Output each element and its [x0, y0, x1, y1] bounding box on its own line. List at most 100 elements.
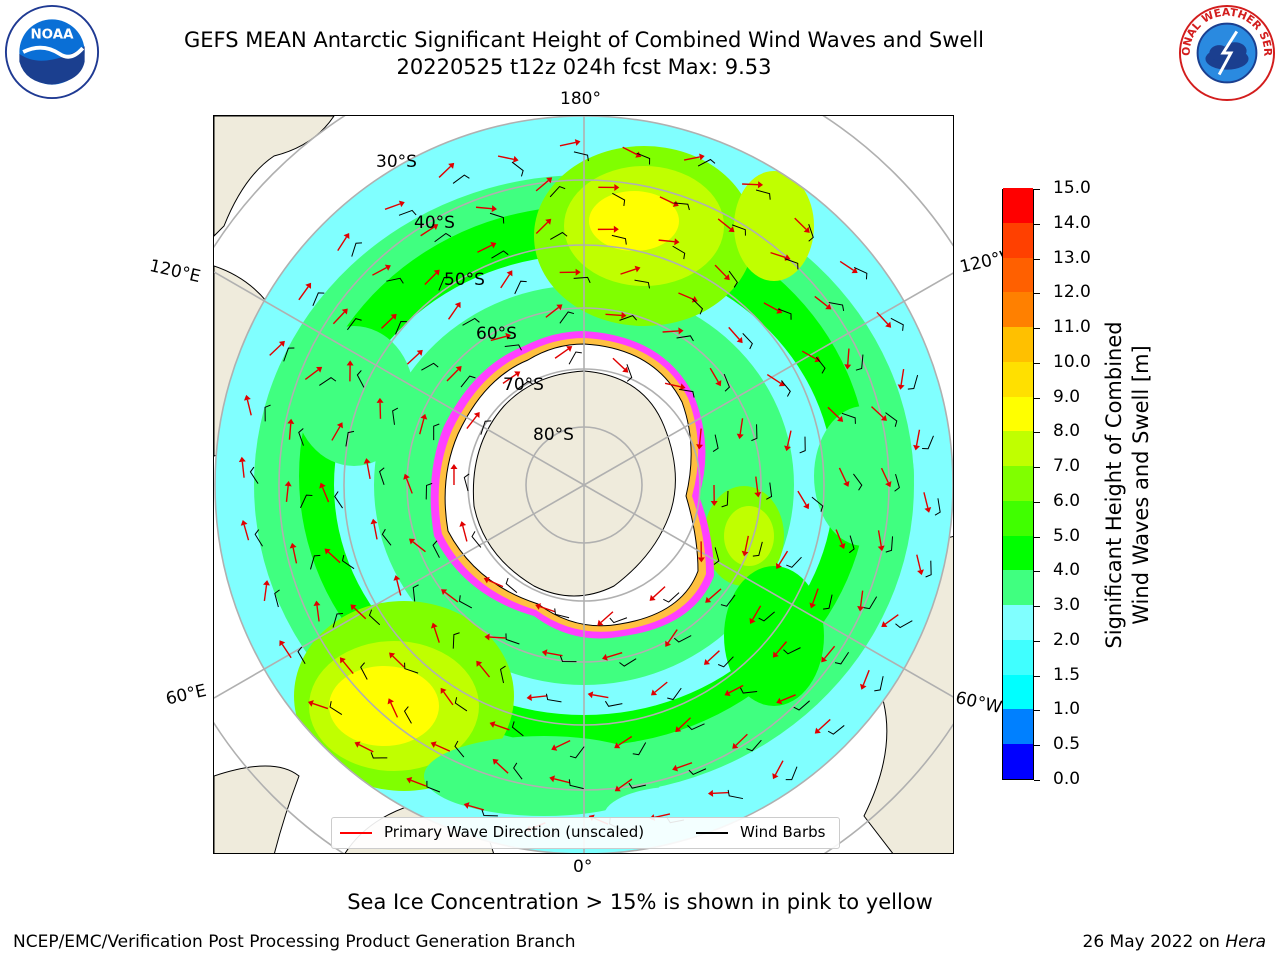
wave-arrowhead: [857, 606, 865, 612]
wave-arrowhead: [838, 543, 846, 550]
wind-barb: [841, 412, 856, 424]
wave-arrow: [735, 733, 748, 746]
wave-arrowhead: [679, 383, 686, 391]
wave-arrow: [466, 415, 478, 430]
wave-arrowhead: [844, 364, 852, 370]
wind-barb: [505, 633, 520, 645]
wave-arrowhead: [416, 349, 423, 356]
wave-arrow: [652, 586, 666, 598]
wave-arrowhead: [551, 744, 558, 751]
colorbar-segment: [1003, 257, 1033, 293]
wave-arrowhead: [350, 604, 357, 611]
wind-barb: [370, 752, 388, 759]
wind-barb: [412, 584, 419, 602]
wind-barb: [799, 436, 806, 454]
wind-barb: [673, 635, 692, 643]
land-africa: [214, 765, 300, 853]
wave-arrow: [546, 652, 563, 657]
wind-barb: [731, 224, 746, 236]
wave-arrowhead: [307, 700, 314, 707]
wave-arrow: [500, 274, 511, 289]
wave-arrow: [545, 306, 559, 318]
wind-barb: [766, 482, 773, 500]
footer-date: 26 May 2022 on Hera: [1083, 932, 1267, 952]
wind-barb: [780, 380, 791, 397]
wave-arrowhead: [316, 366, 323, 373]
wind-barb: [717, 656, 734, 668]
wave-arrowhead: [703, 658, 711, 665]
wave-arrow: [884, 614, 899, 625]
wind-barb: [678, 388, 695, 398]
wind-barb: [784, 258, 799, 270]
latitude-label-30s: 30°S: [376, 152, 417, 172]
wind-barb: [609, 617, 628, 624]
wave-arrowhead: [851, 267, 858, 274]
wave-arrow: [606, 652, 623, 658]
wind-barb: [673, 202, 690, 211]
wave-arrow: [823, 645, 836, 660]
colorbar-segment: [1003, 222, 1033, 258]
wave-arrow: [915, 429, 921, 446]
colorbar-segment: [1003, 639, 1033, 675]
wind-barb: [452, 174, 470, 184]
colorbar-tick-label: 9.0: [1053, 386, 1081, 407]
wave-arrow: [678, 292, 694, 300]
colorbar-tick: [1034, 467, 1040, 469]
wave-arrow: [531, 695, 548, 699]
wave-arrowhead: [837, 415, 844, 422]
wave-arrowhead: [512, 155, 519, 163]
colorbar-tick: [1034, 293, 1040, 295]
wave-arrowhead: [613, 225, 619, 233]
wave-arrow: [838, 467, 847, 483]
wave-arrowhead: [284, 480, 292, 487]
wave-arrow: [592, 694, 609, 699]
wave-arrow: [298, 286, 309, 301]
wind-barb: [895, 620, 913, 629]
wave-arrowhead: [649, 594, 656, 601]
wave-arrow: [358, 744, 374, 753]
wind-barb: [319, 377, 337, 386]
wind-barb: [894, 473, 900, 492]
wave-arrowhead: [924, 507, 932, 513]
wind-barb: [471, 531, 482, 548]
wave-arrow: [739, 418, 744, 435]
wave-arrow: [880, 467, 889, 483]
wind-barb: [300, 494, 313, 509]
wave-arrow: [654, 681, 668, 693]
wind-barb: [934, 498, 941, 516]
wave-arrowhead: [490, 242, 497, 249]
wave-arrow: [794, 217, 807, 230]
wave-arrow: [392, 655, 405, 668]
wave-arrowhead: [715, 380, 722, 387]
wave-arrow: [766, 373, 782, 384]
wave-arrow: [263, 584, 268, 602]
wind-barb: [922, 435, 934, 450]
wave-arrowhead: [505, 332, 512, 340]
wave-arrowhead: [535, 603, 542, 610]
wind-barb: [783, 647, 801, 655]
colorbar-tick-label: 15.0: [1053, 178, 1091, 198]
wind-barb: [460, 375, 476, 388]
legend-wave-line: [340, 832, 372, 834]
wave-arrowhead: [492, 758, 499, 765]
wave-arrowhead: [278, 340, 285, 347]
antarctica-interior: [472, 370, 676, 597]
wind-barb: [742, 333, 753, 350]
wind-barb: [368, 609, 381, 626]
colorbar: [1002, 187, 1034, 780]
wave-arrow: [664, 382, 681, 388]
footer-date-text: 26 May 2022 on: [1082, 932, 1226, 952]
wave-arrowhead: [697, 557, 705, 563]
colorbar-segment: [1003, 535, 1033, 571]
wind-barb: [751, 424, 758, 442]
wind-barb: [334, 491, 343, 509]
latitude-label-70s: 70°S: [503, 375, 544, 395]
wind-barb: [755, 189, 771, 200]
wave-arrowhead: [406, 777, 413, 784]
colorbar-segment: [1003, 604, 1033, 640]
colorbar-title-line2: Wind Waves and Swell [m]: [1129, 345, 1153, 625]
wave-arrowhead: [341, 308, 348, 315]
wave-arrow: [667, 629, 678, 644]
wave-arrow: [714, 264, 727, 278]
polar-map[interactable]: [213, 115, 954, 854]
